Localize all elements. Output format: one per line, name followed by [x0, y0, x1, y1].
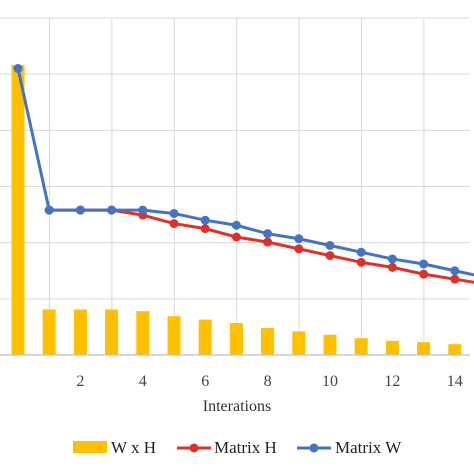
series-point [325, 240, 335, 250]
series-point [325, 251, 335, 261]
series-point [138, 205, 148, 215]
bar-series-wxh [11, 65, 462, 356]
series-point [44, 205, 54, 215]
series-matrix-w [13, 64, 474, 277]
legend: W x H Matrix H Matrix W [73, 438, 402, 457]
legend-item-wxh: W x H [73, 438, 156, 457]
series-matrix-h [44, 205, 474, 284]
legend-label-matrix-w: Matrix W [335, 438, 402, 457]
series-point [200, 215, 210, 225]
legend-swatch-wxh [73, 441, 107, 453]
series-point [419, 269, 429, 279]
x-tick-label: 12 [384, 373, 400, 390]
series-point [263, 229, 273, 239]
bar-wxh [261, 328, 275, 355]
bar-wxh [385, 340, 399, 355]
series-line [49, 208, 474, 284]
bar-wxh [136, 311, 150, 355]
series-point [419, 259, 429, 269]
series-point [200, 224, 210, 234]
series-point [263, 237, 273, 247]
x-tick-label: 2 [76, 373, 84, 390]
x-tick-label: 10 [322, 373, 338, 390]
series-point [356, 257, 366, 267]
series-point [231, 232, 241, 242]
series-point [169, 208, 179, 218]
bar-wxh [198, 319, 212, 355]
legend-item-matrix-h: Matrix H [177, 438, 277, 457]
series-point [231, 220, 241, 230]
series-point [450, 274, 460, 284]
legend-item-matrix-w: Matrix W [297, 438, 402, 457]
series-line [16, 68, 474, 277]
series-point [13, 64, 23, 74]
legend-label-wxh: W x H [111, 438, 156, 457]
line-series [13, 64, 474, 284]
bar-wxh [417, 342, 431, 355]
series-point [450, 266, 460, 276]
x-axis-title: Interations [203, 398, 271, 415]
bar-wxh [229, 322, 243, 355]
series-point [107, 205, 117, 215]
series-point [294, 234, 304, 244]
bar-wxh [292, 331, 306, 355]
legend-label-matrix-h: Matrix H [214, 438, 277, 457]
bar-wxh [167, 316, 181, 355]
bar-wxh [354, 338, 368, 355]
series-point [294, 244, 304, 254]
bar-wxh [73, 309, 87, 355]
bar-wxh [105, 309, 119, 355]
bar-wxh [323, 334, 337, 355]
series-point [356, 247, 366, 257]
legend-marker-matrix-h [189, 443, 199, 453]
gridlines [0, 17, 470, 355]
x-tick-label: 6 [201, 373, 209, 390]
series-point [169, 219, 179, 229]
x-tick-labels: 2 4 6 8 10 12 14 [76, 373, 462, 390]
series-point [387, 254, 397, 264]
series-point [387, 262, 397, 272]
bar-wxh [448, 344, 462, 355]
series-point [75, 205, 85, 215]
x-tick-label: 14 [447, 373, 463, 390]
bar-wxh [11, 65, 25, 356]
bar-wxh [42, 309, 56, 355]
legend-marker-matrix-w [309, 443, 319, 453]
x-tick-label: 4 [139, 373, 147, 390]
x-tick-label: 8 [264, 373, 272, 390]
